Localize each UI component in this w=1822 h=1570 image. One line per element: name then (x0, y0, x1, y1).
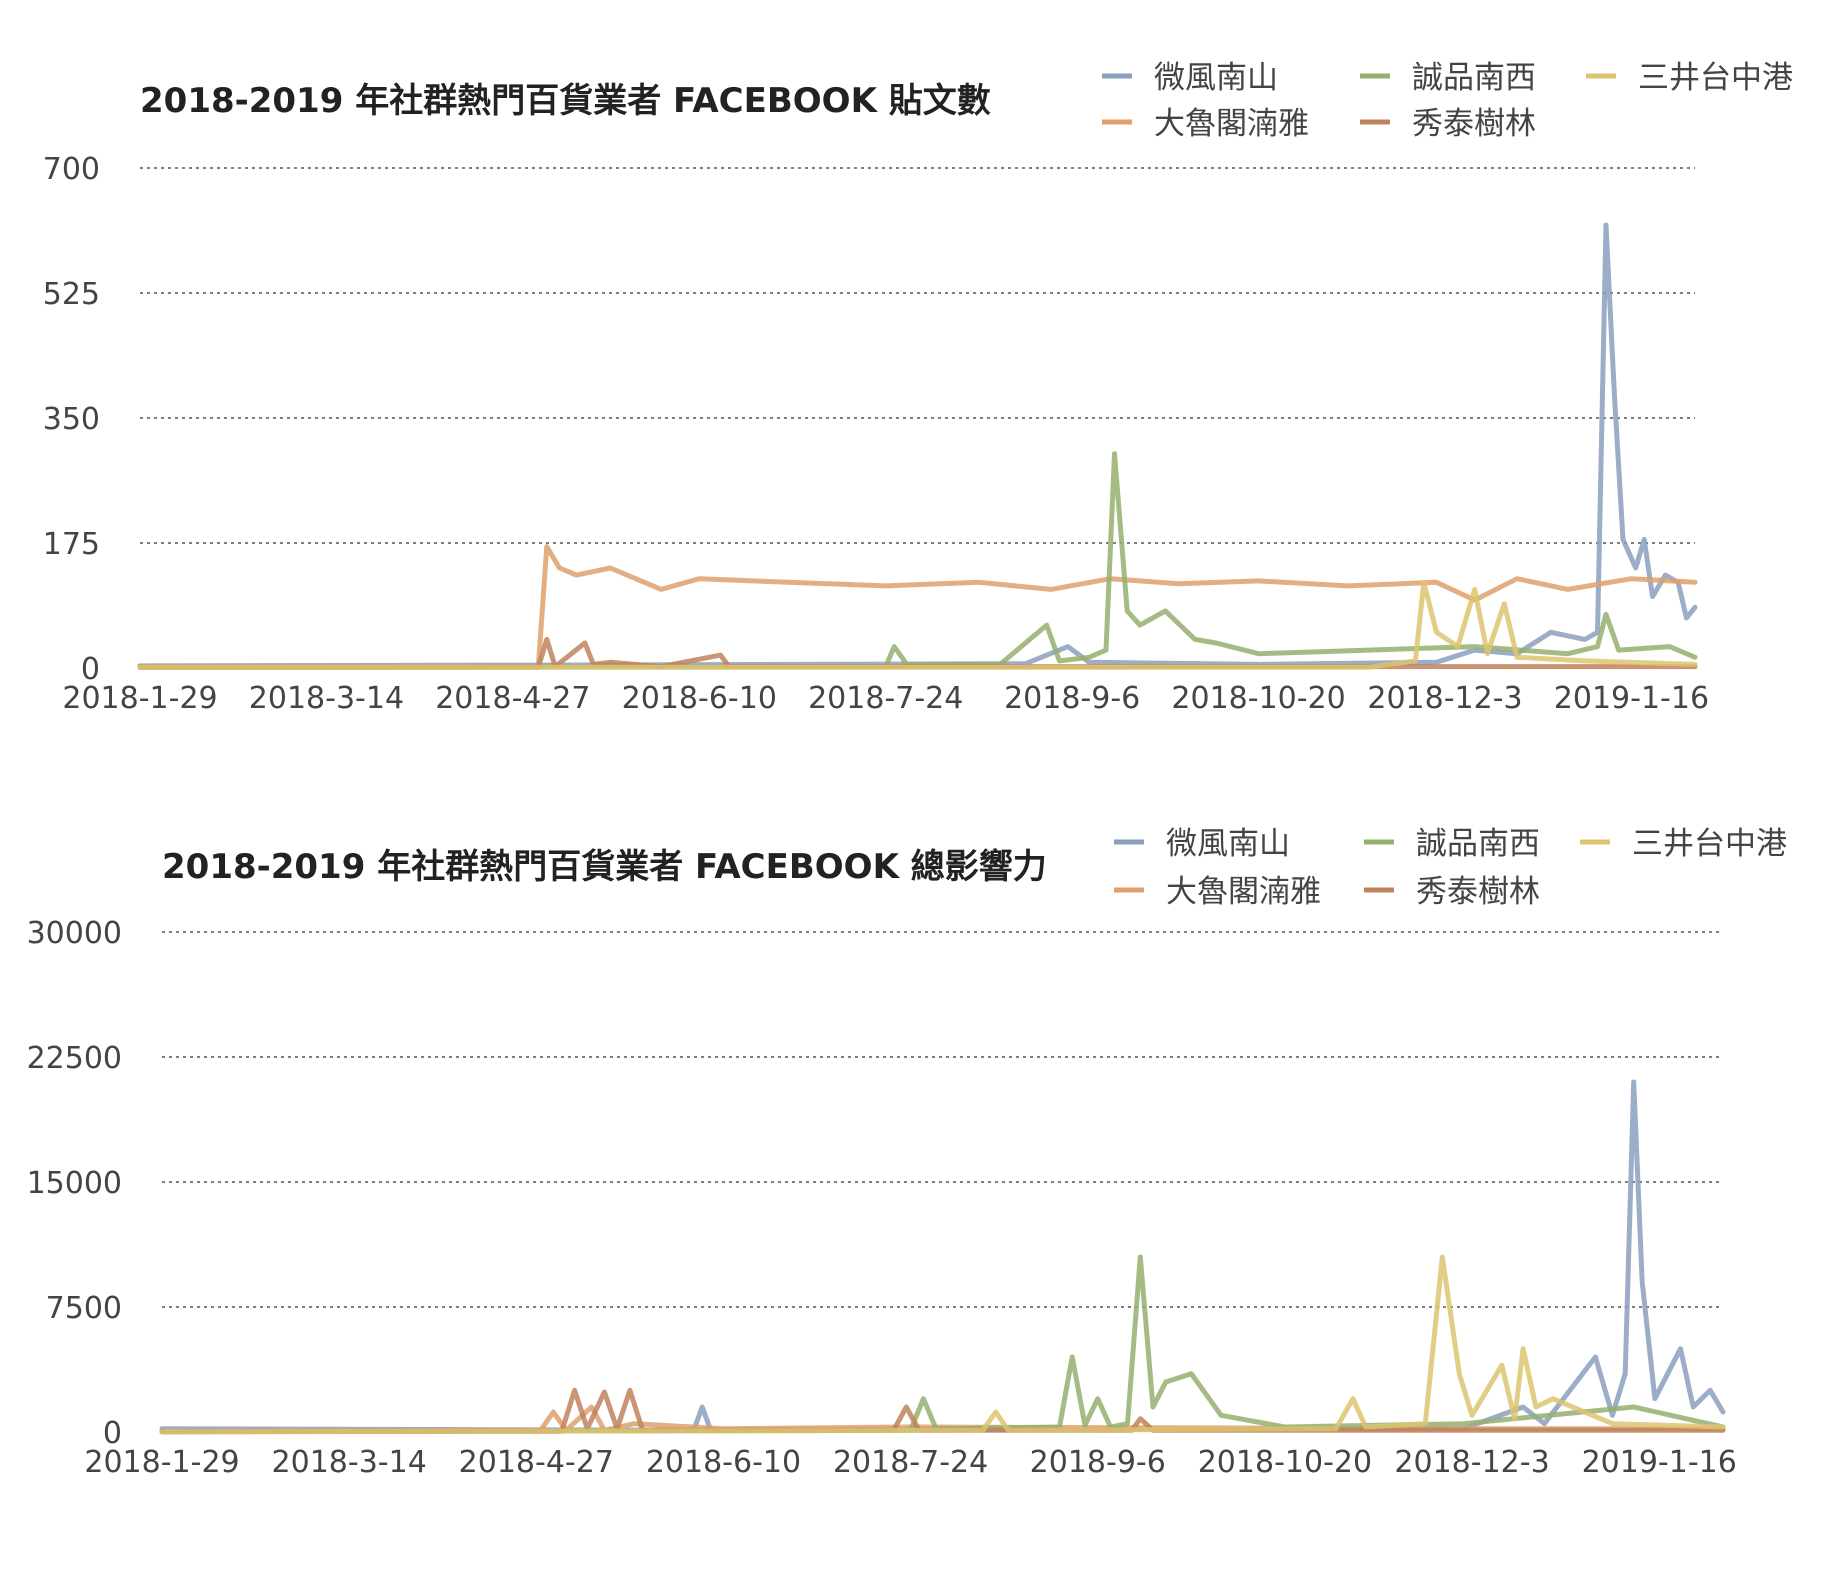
legend-label: 微風南山 (1166, 826, 1290, 862)
legend-item-esns[interactable]: 誠品南西 (1360, 60, 1536, 96)
y-tick-label: 7500 (46, 1291, 122, 1326)
series-line-wfns (159, 1079, 1726, 1433)
legend-label: 誠品南西 (1412, 60, 1536, 96)
x-tick-label: 2018-1-29 (62, 681, 217, 716)
legend-item-dlg[interactable]: 大魯閣湳雅 (1102, 106, 1309, 142)
y-tick-label: 700 (43, 152, 100, 187)
chart-title: 2018-2019 年社群熱門百貨業者 FACEBOOK 貼文數 (140, 81, 991, 121)
series-line-esns (159, 1254, 1726, 1435)
legend-item-msth[interactable]: 三井台中港 (1586, 60, 1793, 96)
x-tick-label: 2018-10-20 (1198, 1445, 1372, 1480)
legend-item-st[interactable]: 秀泰樹林 (1360, 106, 1536, 142)
legend-label: 三井台中港 (1632, 826, 1787, 862)
legend-label: 秀泰樹林 (1416, 874, 1540, 910)
x-tick-label: 2018-6-10 (622, 681, 777, 716)
y-tick-label: 30000 (27, 916, 122, 951)
legend-item-msth[interactable]: 三井台中港 (1580, 826, 1787, 862)
x-tick-label: 2018-4-27 (435, 681, 590, 716)
y-tick-label: 525 (43, 277, 100, 312)
posts-chart: 2018-2019 年社群熱門百貨業者 FACEBOOK 貼文數 微風南山 誠品… (43, 60, 1793, 716)
legend-label: 微風南山 (1154, 60, 1278, 96)
x-tick-label: 2018-1-29 (84, 1445, 239, 1480)
x-tick-label: 2018-12-3 (1367, 681, 1522, 716)
series-line-msth (159, 1254, 1726, 1435)
x-tick-label: 2018-3-14 (249, 681, 404, 716)
influence-chart: 2018-2019 年社群熱門百貨業者 FACEBOOK 總影響力 微風南山 誠… (27, 826, 1787, 1480)
legend-item-dlg[interactable]: 大魯閣湳雅 (1114, 874, 1321, 910)
series-line-dlg (137, 544, 1698, 670)
x-tick-label: 2019-1-16 (1582, 1445, 1737, 1480)
influence-plot-area: 0 7500 15000 22500 30000 2018-1-29 2018-3-14 20… (27, 916, 1737, 1480)
x-tick-label: 2018-6-10 (646, 1445, 801, 1480)
y-tick-label: 15000 (27, 1166, 122, 1201)
series-line-wfns (137, 222, 1698, 669)
legend-label: 三井台中港 (1638, 60, 1793, 96)
y-tick-label: 175 (43, 527, 100, 562)
x-tick-label: 2018-10-20 (1171, 681, 1345, 716)
x-tick-label: 2018-12-3 (1394, 1445, 1549, 1480)
legend-item-st[interactable]: 秀泰樹林 (1364, 874, 1540, 910)
legend-item-esns[interactable]: 誠品南西 (1364, 826, 1540, 862)
posts-plot-area: 0 175 350 525 700 2018-1-29 2018-3-14 2018-4-27… (43, 152, 1709, 716)
y-tick-label: 350 (43, 402, 100, 437)
legend: 微風南山 誠品南西 三井台中港 大魯閣湳雅 秀泰樹林 (1114, 826, 1787, 910)
legend: 微風南山 誠品南西 三井台中港 大魯閣湳雅 秀泰樹林 (1102, 60, 1793, 142)
x-tick-label: 2018-9-6 (1030, 1445, 1166, 1480)
x-tick-label: 2019-1-16 (1554, 681, 1709, 716)
legend-item-wfns[interactable]: 微風南山 (1114, 826, 1290, 862)
chart-title: 2018-2019 年社群熱門百貨業者 FACEBOOK 總影響力 (162, 847, 1047, 887)
legend-label: 誠品南西 (1416, 826, 1540, 862)
y-tick-label: 0 (103, 1416, 122, 1451)
x-tick-label: 2018-4-27 (459, 1445, 614, 1480)
series-line-msth (137, 579, 1698, 670)
x-tick-label: 2018-7-24 (833, 1445, 988, 1480)
legend-item-wfns[interactable]: 微風南山 (1102, 60, 1278, 96)
legend-label: 大魯閣湳雅 (1166, 874, 1321, 910)
y-tick-label: 0 (81, 652, 100, 687)
y-tick-label: 22500 (27, 1041, 122, 1076)
x-tick-label: 2018-3-14 (272, 1445, 427, 1480)
x-tick-label: 2018-7-24 (808, 681, 963, 716)
legend-label: 秀泰樹林 (1412, 106, 1536, 142)
legend-label: 大魯閣湳雅 (1154, 106, 1309, 142)
x-tick-label: 2018-9-6 (1004, 681, 1140, 716)
